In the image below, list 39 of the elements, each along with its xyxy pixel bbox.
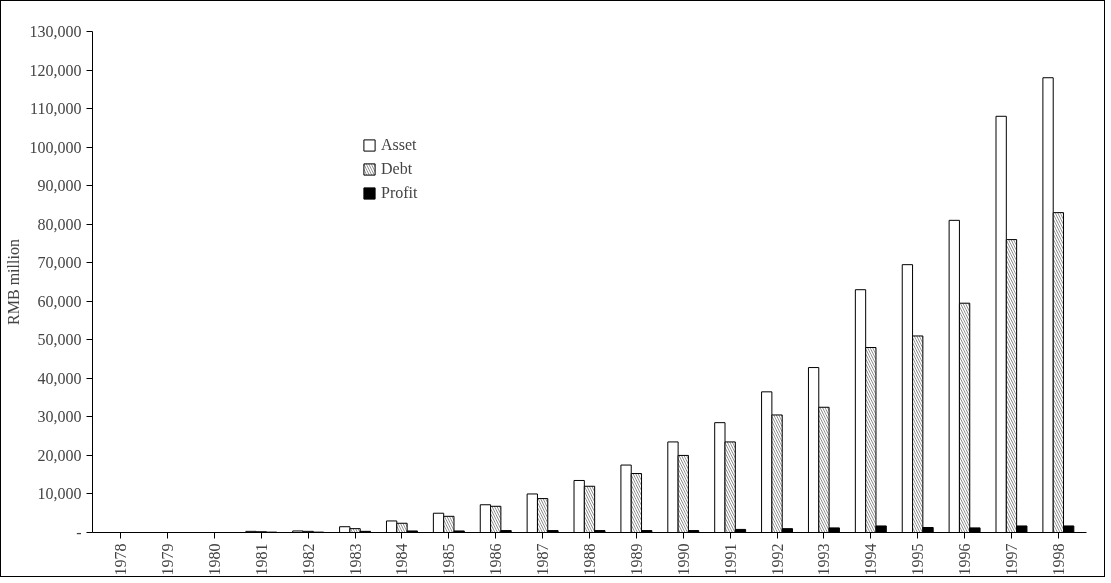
- legend-label: Profit: [381, 184, 418, 202]
- y-tick-label: 90,000: [37, 177, 82, 195]
- x-tick-label: 1979: [159, 543, 177, 576]
- x-tick-label: 1981: [252, 543, 270, 576]
- legend-label: Debt: [381, 160, 413, 178]
- y-tick-label: 10,000: [37, 485, 82, 503]
- y-tick-label: -: [76, 524, 82, 541]
- legend-label: Asset: [381, 136, 417, 154]
- y-tick-label: 50,000: [37, 331, 82, 349]
- x-tick-label: 1986: [487, 543, 505, 576]
- x-tick-label: 1992: [768, 543, 786, 576]
- x-tick-label: 1995: [909, 543, 927, 576]
- x-tick-label: 1985: [440, 543, 458, 576]
- y-tick-label: 100,000: [29, 138, 82, 156]
- x-tick-label: 1991: [721, 543, 739, 576]
- x-tick-label: 1997: [1002, 543, 1020, 576]
- y-tick-label: 30,000: [37, 408, 82, 426]
- y-tick-label: 70,000: [37, 254, 82, 272]
- x-tick-label: 1978: [112, 543, 130, 576]
- y-tick-label: 130,000: [29, 23, 82, 40]
- y-tick-label: 60,000: [37, 292, 82, 310]
- y-tick-label: 40,000: [37, 369, 82, 387]
- x-tick-label: 1993: [815, 543, 833, 576]
- x-tick-label: 1994: [862, 543, 880, 576]
- x-tick-label: 1996: [956, 543, 974, 576]
- y-tick-label: 20,000: [37, 446, 82, 464]
- y-tick-label: 110,000: [30, 100, 82, 118]
- y-axis-title: RMB million: [4, 239, 22, 325]
- y-tick-label: 120,000: [29, 61, 82, 79]
- x-tick-label: 1987: [534, 543, 552, 576]
- x-tick-label: 1990: [674, 543, 692, 576]
- y-tick-label: 80,000: [37, 215, 82, 233]
- x-tick-label: 1988: [581, 543, 598, 576]
- x-tick-label: 1980: [205, 543, 223, 576]
- x-tick-label: 1982: [299, 543, 317, 576]
- x-tick-label: 1998: [1049, 543, 1067, 576]
- x-tick-label: 1984: [393, 543, 411, 576]
- x-tick-label: 1983: [346, 543, 364, 576]
- x-tick-label: 1989: [627, 543, 645, 576]
